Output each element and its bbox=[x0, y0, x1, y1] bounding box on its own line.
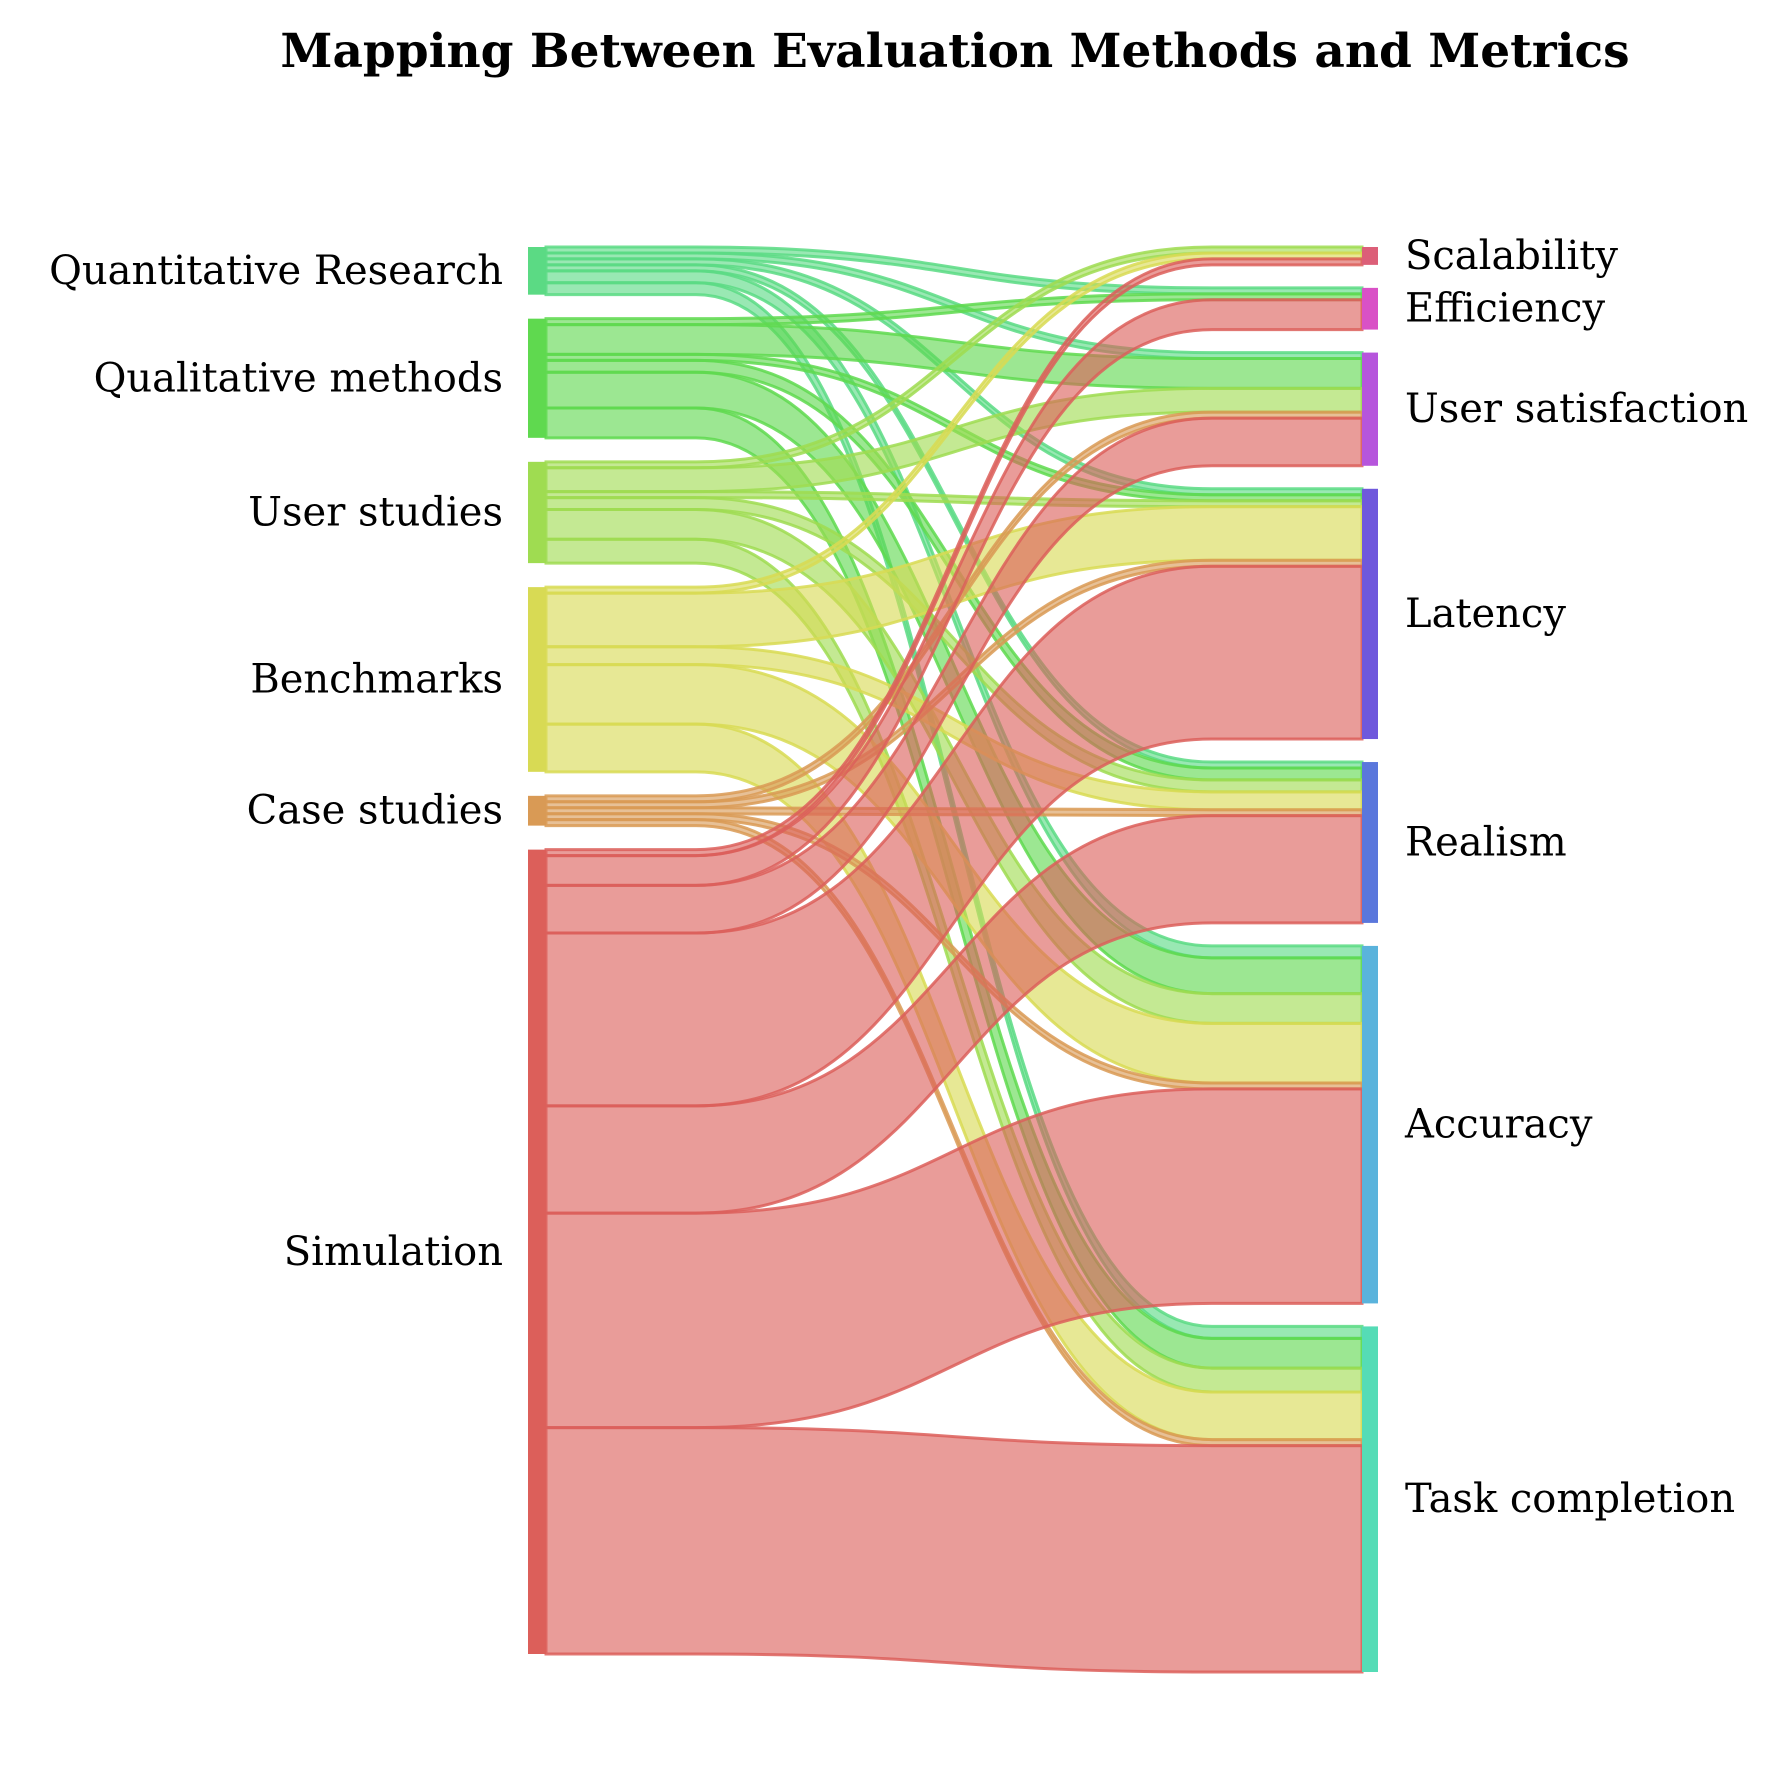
node-quantitative-research bbox=[528, 247, 546, 295]
link-simulation-to-latency bbox=[544, 564, 1364, 1108]
node-qualitative-methods bbox=[528, 318, 546, 438]
node-task-completion bbox=[1362, 1326, 1378, 1672]
link-simulation-to-task-completion bbox=[544, 1426, 1364, 1674]
label-latency: Latency bbox=[1405, 591, 1566, 637]
link-simulation-to-user-satisfaction bbox=[544, 416, 1364, 935]
link-simulation-to-realism bbox=[544, 814, 1364, 1215]
label-case-studies: Case studies bbox=[247, 788, 503, 834]
chart-title: Mapping Between Evaluation Methods and M… bbox=[280, 24, 1629, 79]
label-task-completion: Task completion bbox=[1405, 1476, 1735, 1522]
node-accuracy bbox=[1362, 945, 1378, 1304]
label-scalability: Scalability bbox=[1405, 233, 1618, 279]
node-benchmarks bbox=[528, 587, 546, 772]
node-user-satisfaction bbox=[1362, 352, 1378, 466]
node-case-studies bbox=[528, 795, 546, 826]
node-realism bbox=[1362, 762, 1378, 923]
link-simulation-to-accuracy bbox=[544, 1087, 1364, 1430]
node-latency bbox=[1362, 488, 1378, 740]
node-scalability bbox=[1362, 247, 1378, 265]
label-realism: Realism bbox=[1405, 819, 1567, 865]
label-simulation: Simulation bbox=[284, 1229, 503, 1275]
label-efficiency: Efficiency bbox=[1405, 286, 1605, 332]
label-qualitative-methods: Qualitative methods bbox=[94, 355, 503, 401]
label-quantitative-research: Quantitative Research bbox=[49, 248, 503, 294]
label-benchmarks: Benchmarks bbox=[250, 656, 503, 702]
label-user-satisfaction: User satisfaction bbox=[1405, 386, 1748, 432]
node-user-studies bbox=[528, 461, 546, 564]
node-labels: Quantitative Research Qualitative methods… bbox=[49, 233, 1748, 1522]
node-simulation bbox=[528, 849, 546, 1654]
label-accuracy: Accuracy bbox=[1404, 1102, 1593, 1148]
node-efficiency bbox=[1362, 287, 1378, 330]
flow-links bbox=[544, 245, 1364, 1674]
label-user-studies: User studies bbox=[248, 489, 503, 535]
nodes bbox=[528, 247, 1378, 1672]
